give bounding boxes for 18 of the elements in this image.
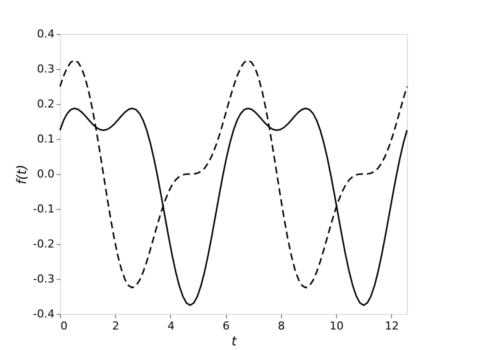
y-tick-label: 0.2 bbox=[37, 98, 54, 110]
y-tick-label: 0.3 bbox=[37, 62, 54, 76]
x-tick-label: 6 bbox=[222, 320, 230, 332]
x-tick-label: 4 bbox=[167, 320, 174, 332]
y-tick-label: -0.2 bbox=[33, 238, 54, 250]
y-tick-label: -0.4 bbox=[33, 308, 54, 320]
y-tick-label: -0.3 bbox=[33, 272, 54, 286]
y-tick-label: -0.1 bbox=[33, 202, 54, 216]
x-tick-label: 8 bbox=[278, 320, 285, 332]
y-axis-title: f(t) bbox=[15, 164, 30, 184]
y-tick-label: 0.0 bbox=[37, 168, 54, 180]
x-tick-label: 0 bbox=[60, 320, 68, 332]
y-tick-label: 0.1 bbox=[37, 132, 54, 146]
x-tick-label: 2 bbox=[112, 320, 120, 332]
x-tick-label: 12 bbox=[384, 320, 399, 332]
y-tick-label: 0.4 bbox=[37, 28, 54, 40]
x-axis-title: t bbox=[231, 334, 238, 350]
x-tick-label: 10 bbox=[330, 320, 344, 332]
